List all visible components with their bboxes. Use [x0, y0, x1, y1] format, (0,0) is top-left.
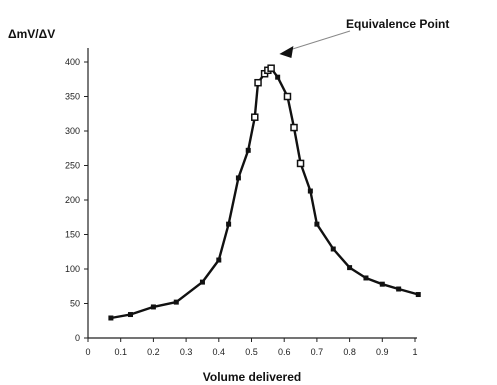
- x-tick-label: 0: [85, 347, 90, 357]
- data-point: [330, 246, 336, 252]
- data-point-open: [251, 113, 259, 121]
- data-point-open: [254, 78, 262, 87]
- data-point: [307, 188, 313, 194]
- y-tick-label: 150: [65, 230, 80, 240]
- data-point: [379, 281, 385, 287]
- y-tick-label: 350: [65, 92, 80, 102]
- x-tick-label: 0.4: [213, 347, 226, 357]
- y-tick-label: 250: [65, 161, 80, 171]
- data-point: [396, 286, 402, 292]
- x-axis-label: Volume delivered: [203, 370, 301, 384]
- data-point: [173, 299, 179, 305]
- x-axis-ticks: 0 0.1 0.2 0.3 0.4 0.5 0.6 0.7 0.8 0.9 1: [85, 338, 418, 357]
- annotation-arrowhead: [279, 46, 294, 58]
- data-point-open: [290, 123, 298, 132]
- data-point: [347, 265, 353, 271]
- data-point-open: [283, 92, 292, 101]
- x-tick-label: 0.8: [343, 347, 356, 357]
- x-tick-label: 0.5: [245, 347, 258, 357]
- annotation-label: Equivalence Point: [346, 17, 449, 31]
- x-tick-label: 0.7: [311, 347, 324, 357]
- axes: [87, 48, 417, 339]
- y-axis-ticks: 0 50 100 150 200 250 300 350 400: [65, 57, 88, 343]
- data-point: [245, 147, 251, 153]
- data-point: [199, 279, 205, 285]
- data-point: [275, 74, 281, 80]
- x-tick-label: 1: [412, 347, 417, 357]
- data-point-open: [296, 159, 305, 168]
- annotations: Equivalence Point: [279, 17, 449, 58]
- data-point: [216, 257, 222, 263]
- y-tick-label: 0: [75, 333, 80, 343]
- x-tick-label: 0.6: [278, 347, 291, 357]
- y-tick-label: 50: [70, 299, 80, 309]
- data-point: [128, 312, 134, 318]
- data-point: [314, 221, 320, 227]
- data-point-open: [267, 64, 275, 72]
- x-tick-label: 0.3: [180, 347, 193, 357]
- data-point: [108, 315, 114, 321]
- data-point: [235, 175, 241, 181]
- y-tick-label: 300: [65, 126, 80, 136]
- y-axis-label: ΔmV/ΔV: [8, 27, 55, 41]
- data-series: [108, 64, 421, 321]
- annotation-leader-line: [289, 30, 351, 51]
- x-tick-label: 0.9: [376, 347, 389, 357]
- y-tick-label: 200: [65, 195, 80, 205]
- data-point: [415, 292, 421, 298]
- x-tick-label: 0.1: [114, 347, 127, 357]
- data-point: [150, 304, 156, 310]
- data-point: [226, 221, 232, 227]
- data-point: [363, 275, 369, 281]
- y-tick-label: 400: [65, 57, 80, 67]
- y-tick-label: 100: [65, 264, 80, 274]
- series-line: [110, 66, 419, 320]
- x-tick-label: 0.2: [147, 347, 160, 357]
